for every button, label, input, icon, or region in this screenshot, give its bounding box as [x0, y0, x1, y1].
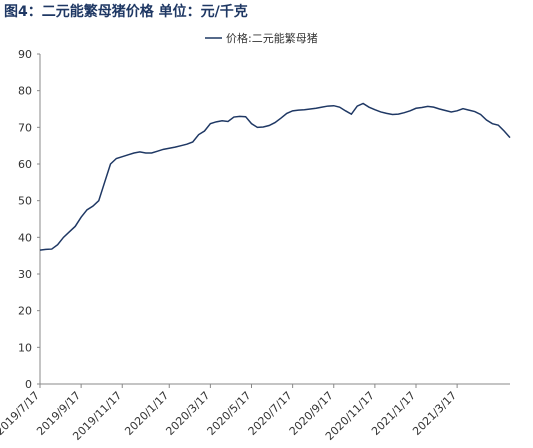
y-tick-label: 20 [18, 305, 32, 318]
y-tick-label: 50 [18, 195, 32, 208]
y-tick-label: 60 [18, 158, 32, 171]
legend-label: 价格:二元能繁母猪 [226, 31, 318, 45]
y-tick-label: 80 [18, 85, 32, 98]
y-tick-label: 0 [25, 378, 32, 391]
y-tick-label: 70 [18, 121, 32, 134]
chart-title: 图4：二元能繁母猪价格 单位：元/千克 [4, 3, 248, 20]
x-tick-label: 2021/3/17 [410, 389, 459, 438]
y-tick-label: 30 [18, 268, 32, 281]
y-tick-label: 90 [18, 48, 32, 61]
y-tick-label: 40 [18, 231, 32, 244]
y-tick-label: 10 [18, 341, 32, 354]
line [39, 102, 511, 251]
